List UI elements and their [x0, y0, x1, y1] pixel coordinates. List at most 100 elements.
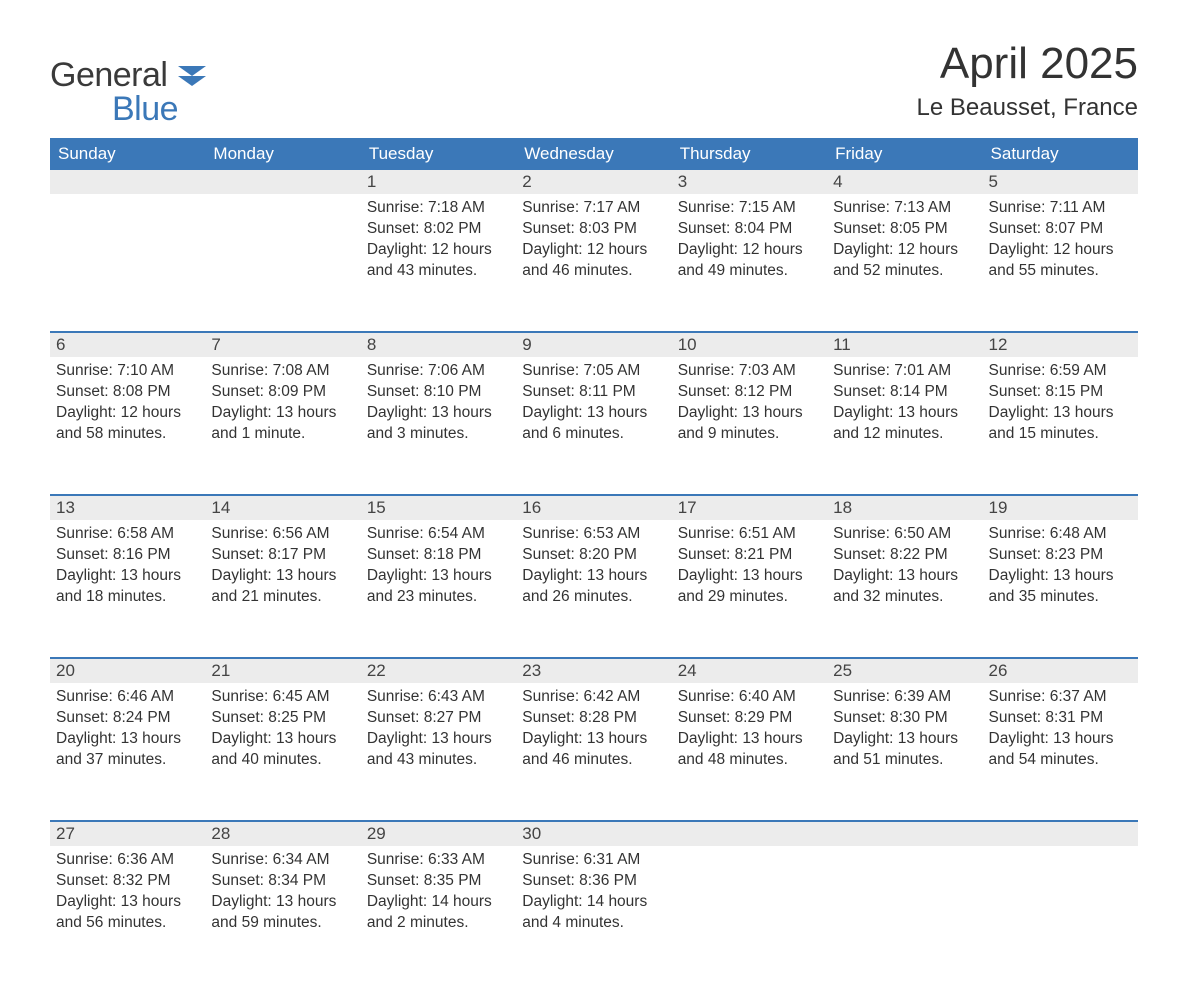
- day-number-cell: 18: [827, 495, 982, 520]
- sunrise-value: 6:43 AM: [428, 688, 485, 705]
- day-detail-cell: Sunrise: 6:42 AMSunset: 8:28 PMDaylight:…: [516, 683, 671, 821]
- day-number: 10: [678, 335, 697, 354]
- sunrise-value: 6:48 AM: [1050, 525, 1107, 542]
- sunset-value: 8:03 PM: [579, 220, 637, 237]
- sunset-line: Sunset: 8:16 PM: [56, 545, 199, 566]
- day-number-cell: 19: [983, 495, 1138, 520]
- sunset-value: 8:30 PM: [890, 709, 948, 726]
- sunrise-line: Sunrise: 6:53 AM: [522, 524, 665, 545]
- sunset-line: Sunset: 8:11 PM: [522, 382, 665, 403]
- calendar-page: General Blue April 2025 Le Beausset, Fra…: [0, 0, 1188, 918]
- sunset-label: Sunset:: [522, 709, 575, 726]
- sunrise-value: 7:11 AM: [1050, 199, 1106, 216]
- daylight-line: Daylight: 13 hours and 9 minutes.: [678, 403, 821, 445]
- day-detail-cell: [827, 846, 982, 984]
- daylight-label: Daylight:: [211, 404, 271, 421]
- sunset-label: Sunset:: [211, 383, 264, 400]
- day-number-cell: 28: [205, 821, 360, 846]
- daylight-label: Daylight:: [833, 567, 893, 584]
- sunrise-value: 7:08 AM: [273, 362, 330, 379]
- daylight-label: Daylight:: [522, 730, 582, 747]
- sunset-value: 8:20 PM: [579, 546, 637, 563]
- day-number-cell: 6: [50, 332, 205, 357]
- day-detail-cell: Sunrise: 6:50 AMSunset: 8:22 PMDaylight:…: [827, 520, 982, 658]
- sunset-label: Sunset:: [522, 546, 575, 563]
- daylight-label: Daylight:: [56, 404, 116, 421]
- day-number: 16: [522, 498, 541, 517]
- day-number: 26: [989, 661, 1008, 680]
- day-detail-cell: Sunrise: 6:45 AMSunset: 8:25 PMDaylight:…: [205, 683, 360, 821]
- sunrise-value: 6:34 AM: [273, 851, 330, 868]
- daylight-label: Daylight:: [522, 241, 582, 258]
- sunrise-line: Sunrise: 7:15 AM: [678, 198, 821, 219]
- daylight-line: Daylight: 13 hours and 18 minutes.: [56, 566, 199, 608]
- daylight-label: Daylight:: [522, 404, 582, 421]
- sunrise-label: Sunrise:: [522, 362, 579, 379]
- day-number-row: 20212223242526: [50, 658, 1138, 683]
- day-number: 22: [367, 661, 386, 680]
- sunrise-label: Sunrise:: [989, 525, 1046, 542]
- sunset-line: Sunset: 8:25 PM: [211, 708, 354, 729]
- day-number: 5: [989, 172, 998, 191]
- day-number-cell: 4: [827, 170, 982, 194]
- brand-word-2: Blue: [50, 90, 178, 128]
- sunset-line: Sunset: 8:22 PM: [833, 545, 976, 566]
- sunset-label: Sunset:: [367, 383, 420, 400]
- day-number: 27: [56, 824, 75, 843]
- day-detail-row: Sunrise: 6:36 AMSunset: 8:32 PMDaylight:…: [50, 846, 1138, 984]
- sunset-value: 8:18 PM: [424, 546, 482, 563]
- sunrise-line: Sunrise: 6:33 AM: [367, 850, 510, 871]
- sunset-value: 8:35 PM: [424, 872, 482, 889]
- sunrise-label: Sunrise:: [522, 851, 579, 868]
- sunrise-value: 6:53 AM: [583, 525, 640, 542]
- sunset-line: Sunset: 8:05 PM: [833, 219, 976, 240]
- day-detail-cell: [205, 194, 360, 332]
- sunrise-label: Sunrise:: [833, 199, 890, 216]
- sunset-value: 8:36 PM: [579, 872, 637, 889]
- sunrise-label: Sunrise:: [833, 362, 890, 379]
- sunset-label: Sunset:: [833, 709, 886, 726]
- sunrise-label: Sunrise:: [367, 688, 424, 705]
- daylight-line: Daylight: 12 hours and 52 minutes.: [833, 240, 976, 282]
- sunrise-label: Sunrise:: [678, 199, 735, 216]
- day-number-cell: 9: [516, 332, 671, 357]
- sunset-value: 8:10 PM: [424, 383, 482, 400]
- sunset-label: Sunset:: [989, 709, 1042, 726]
- sunrise-value: 7:06 AM: [428, 362, 485, 379]
- sunrise-label: Sunrise:: [56, 688, 113, 705]
- sunset-value: 8:05 PM: [890, 220, 948, 237]
- sunset-line: Sunset: 8:07 PM: [989, 219, 1132, 240]
- weekday-header-row: SundayMondayTuesdayWednesdayThursdayFrid…: [50, 138, 1138, 170]
- sunrise-line: Sunrise: 6:36 AM: [56, 850, 199, 871]
- day-number-cell: 12: [983, 332, 1138, 357]
- sunrise-label: Sunrise:: [989, 362, 1046, 379]
- day-detail-cell: Sunrise: 6:33 AMSunset: 8:35 PMDaylight:…: [361, 846, 516, 984]
- day-detail-cell: [50, 194, 205, 332]
- daylight-label: Daylight:: [678, 730, 738, 747]
- daylight-line: Daylight: 13 hours and 51 minutes.: [833, 729, 976, 771]
- day-detail-cell: Sunrise: 6:40 AMSunset: 8:29 PMDaylight:…: [672, 683, 827, 821]
- sunset-value: 8:15 PM: [1045, 383, 1103, 400]
- sunset-label: Sunset:: [678, 709, 731, 726]
- day-number-cell: 3: [672, 170, 827, 194]
- daylight-label: Daylight:: [56, 893, 116, 910]
- sunset-value: 8:02 PM: [424, 220, 482, 237]
- sunrise-line: Sunrise: 6:46 AM: [56, 687, 199, 708]
- day-number-cell: [672, 821, 827, 846]
- day-number: 28: [211, 824, 230, 843]
- sunrise-label: Sunrise:: [211, 688, 268, 705]
- sunset-line: Sunset: 8:36 PM: [522, 871, 665, 892]
- daylight-line: Daylight: 13 hours and 29 minutes.: [678, 566, 821, 608]
- sunrise-label: Sunrise:: [989, 199, 1046, 216]
- daylight-label: Daylight:: [367, 404, 427, 421]
- sunrise-line: Sunrise: 7:10 AM: [56, 361, 199, 382]
- day-number-cell: 21: [205, 658, 360, 683]
- sunset-line: Sunset: 8:02 PM: [367, 219, 510, 240]
- day-detail-cell: Sunrise: 7:13 AMSunset: 8:05 PMDaylight:…: [827, 194, 982, 332]
- daylight-line: Daylight: 12 hours and 46 minutes.: [522, 240, 665, 282]
- daylight-label: Daylight:: [367, 730, 427, 747]
- sunset-line: Sunset: 8:23 PM: [989, 545, 1132, 566]
- weekday-header: Thursday: [672, 138, 827, 170]
- day-number-cell: 1: [361, 170, 516, 194]
- sunrise-value: 6:40 AM: [739, 688, 796, 705]
